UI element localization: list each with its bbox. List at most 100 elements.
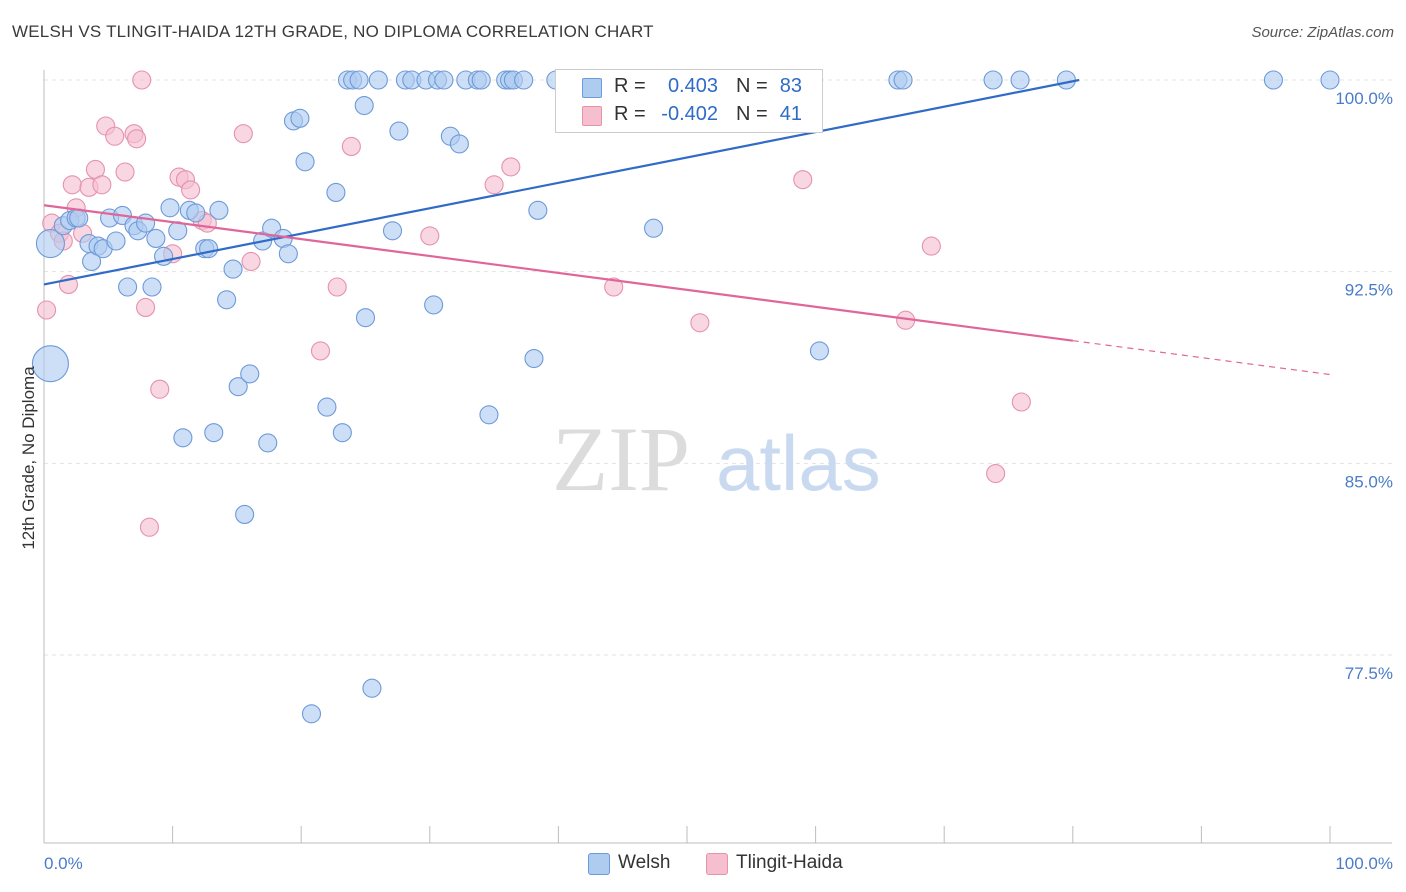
welsh-point[interactable] <box>424 295 444 315</box>
welsh-point[interactable] <box>301 704 322 724</box>
tlingit-haida-point[interactable] <box>37 300 57 320</box>
tlingit-haida-point[interactable] <box>921 236 941 256</box>
welsh-point[interactable] <box>160 198 180 218</box>
welsh-point[interactable] <box>142 277 162 297</box>
tlingit-haida-point[interactable] <box>127 129 147 149</box>
welsh-point[interactable] <box>355 308 376 328</box>
tlingit-haida-point[interactable] <box>150 379 170 399</box>
welsh-point[interactable] <box>278 244 298 264</box>
legend-swatch-welsh <box>588 853 610 875</box>
welsh-point[interactable] <box>31 345 69 383</box>
welsh-point[interactable] <box>106 231 126 251</box>
tlingit-haida-point[interactable] <box>115 162 135 182</box>
legend-swatch-tlingit <box>582 106 602 126</box>
source-label: Source: ZipAtlas.com <box>1251 24 1394 41</box>
welsh-point[interactable] <box>204 423 224 443</box>
tlingit-haida-point[interactable] <box>62 175 82 195</box>
welsh-point[interactable] <box>186 203 206 223</box>
welsh-point[interactable] <box>479 405 499 425</box>
legend-swatch-tlingit-haida <box>706 853 728 875</box>
y-tick-label: 85.0% <box>1345 472 1393 491</box>
tlingit-haida-point[interactable] <box>139 517 160 537</box>
legend-swatch-welsh <box>582 78 602 98</box>
welsh-point[interactable] <box>209 200 229 220</box>
data-points <box>31 70 1340 724</box>
tlingit-haida-point[interactable] <box>1011 392 1031 412</box>
welsh-point[interactable] <box>809 341 830 361</box>
welsh-point[interactable] <box>1010 70 1030 90</box>
legend-r-value: -0.402 <box>661 103 718 125</box>
welsh-point[interactable] <box>354 96 374 116</box>
legend-n-value: 83 <box>779 75 802 97</box>
tlingit-haida-point[interactable] <box>132 70 152 90</box>
watermark: ZIP atlas <box>552 408 881 510</box>
tlingit-haida-point[interactable] <box>420 226 440 246</box>
y-tick-label: 77.5% <box>1345 664 1393 683</box>
stats-legend: R = 0.403 N = 83 R = -0.402 N = 41 <box>555 69 823 133</box>
welsh-point[interactable] <box>295 152 315 172</box>
tlingit-haida-point[interactable] <box>986 464 1006 484</box>
tlingit-haida-point[interactable] <box>233 124 253 144</box>
tlingit-haida-trend-extension <box>1072 340 1331 376</box>
axes: 0.0% 100.0% <box>43 70 1393 873</box>
welsh-point[interactable] <box>199 239 219 259</box>
welsh-point[interactable] <box>893 70 913 90</box>
welsh-point[interactable] <box>35 229 65 259</box>
tlingit-haida-point[interactable] <box>327 277 347 297</box>
welsh-point[interactable] <box>146 228 166 248</box>
legend-r-value: 0.403 <box>667 75 718 97</box>
welsh-point[interactable] <box>382 221 403 241</box>
series-legend: Welsh Tlingit-Haida <box>0 852 1406 878</box>
welsh-point[interactable] <box>524 349 544 369</box>
welsh-point[interactable] <box>449 134 469 154</box>
welsh-point[interactable] <box>362 678 382 698</box>
welsh-point[interactable] <box>240 364 260 384</box>
welsh-point[interactable] <box>223 259 243 279</box>
welsh-point[interactable] <box>1263 70 1283 90</box>
welsh-point[interactable] <box>326 182 346 202</box>
welsh-point[interactable] <box>118 277 138 297</box>
welsh-point[interactable] <box>1320 70 1340 90</box>
legend-label-welsh: Welsh <box>618 852 671 873</box>
tlingit-haida-point[interactable] <box>136 297 156 317</box>
trend-lines <box>43 78 1331 376</box>
welsh-point[interactable] <box>1056 70 1076 90</box>
welsh-point[interactable] <box>389 121 409 141</box>
welsh-point[interactable] <box>173 428 193 448</box>
tlingit-haida-point[interactable] <box>501 157 521 177</box>
welsh-point[interactable] <box>235 504 255 524</box>
tlingit-haida-point[interactable] <box>105 126 125 146</box>
x-tick-label-min: 0.0% <box>44 854 83 873</box>
welsh-point[interactable] <box>349 70 369 90</box>
tlingit-haida-point[interactable] <box>793 170 813 190</box>
welsh-point[interactable] <box>290 108 310 128</box>
tlingit-haida-point[interactable] <box>690 313 710 333</box>
y-tick-label: 92.5% <box>1345 281 1393 300</box>
welsh-point[interactable] <box>217 290 237 310</box>
welsh-point[interactable] <box>317 397 337 417</box>
tlingit-haida-point[interactable] <box>341 136 361 156</box>
legend-label-tlingit-haida: Tlingit-Haida <box>736 852 843 873</box>
welsh-trend-line <box>43 78 1080 286</box>
legend-n-label: N = <box>736 103 768 125</box>
welsh-point[interactable] <box>434 70 454 90</box>
chart-title: WELSH VS TLINGIT-HAIDA 12TH GRADE, NO DI… <box>12 22 654 41</box>
welsh-point[interactable] <box>368 70 388 90</box>
welsh-point[interactable] <box>471 70 491 90</box>
welsh-point[interactable] <box>228 377 248 397</box>
welsh-point[interactable] <box>514 70 534 90</box>
welsh-point[interactable] <box>332 423 352 443</box>
welsh-point[interactable] <box>258 433 278 453</box>
welsh-point[interactable] <box>983 70 1003 90</box>
tlingit-haida-point[interactable] <box>484 175 504 195</box>
tlingit-haida-point[interactable] <box>241 251 261 271</box>
tlingit-haida-point[interactable] <box>310 341 331 361</box>
tlingit-haida-point[interactable] <box>92 175 112 195</box>
tlingit-haida-point[interactable] <box>181 180 201 200</box>
watermark-zip: ZIP <box>552 408 690 510</box>
welsh-point[interactable] <box>644 218 664 238</box>
legend-r-label: R = <box>614 75 646 97</box>
tlingit-haida-point[interactable] <box>604 277 624 297</box>
y-axis-label: 12th Grade, No Diploma <box>19 366 38 550</box>
welsh-point[interactable] <box>528 200 548 220</box>
